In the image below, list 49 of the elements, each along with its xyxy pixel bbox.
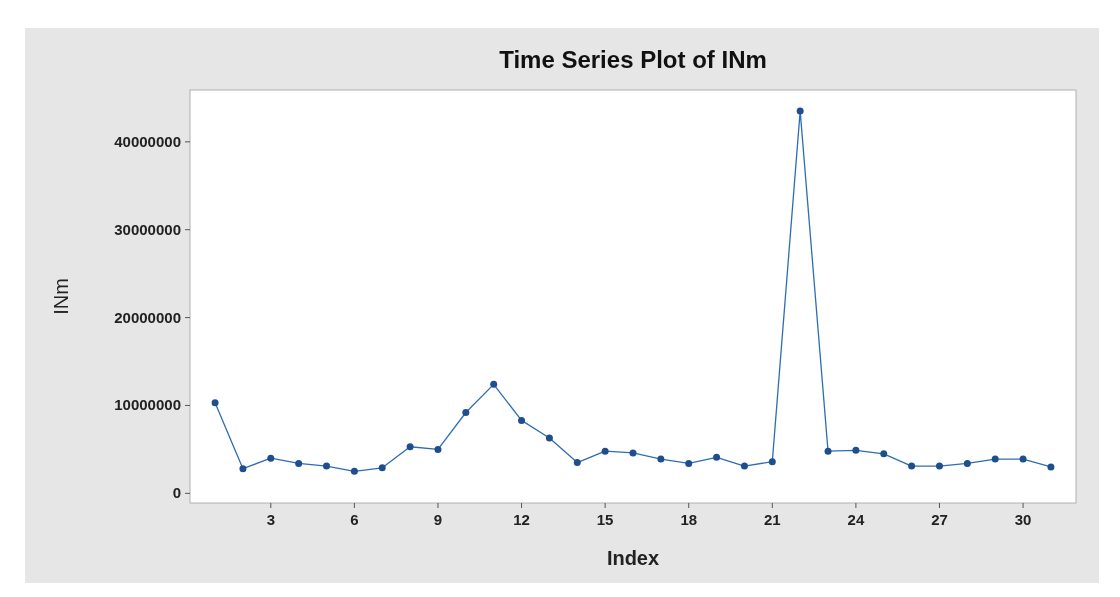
x-tick-label: 12	[513, 511, 530, 528]
chart-title: Time Series Plot of INm	[499, 46, 767, 73]
point	[935, 462, 943, 470]
point	[490, 380, 498, 388]
point	[908, 462, 916, 470]
point	[824, 447, 832, 455]
point	[1019, 455, 1027, 463]
point	[406, 443, 414, 451]
x-tick-label: 30	[1014, 511, 1032, 528]
point	[963, 459, 971, 467]
point	[991, 455, 999, 463]
point	[350, 467, 358, 475]
point	[295, 459, 303, 467]
point	[880, 450, 888, 458]
y-tick-label: 40000000	[114, 132, 181, 150]
y-tick-label: 20000000	[114, 308, 181, 326]
point	[1047, 463, 1055, 471]
x-tick-label: 18	[680, 511, 698, 528]
x-axis-title: Index	[606, 547, 660, 569]
point	[378, 464, 386, 472]
point	[267, 454, 275, 462]
point	[768, 458, 776, 466]
point	[323, 462, 331, 470]
point	[573, 459, 581, 467]
point	[713, 453, 721, 461]
x-tick-label: 6	[350, 511, 359, 528]
y-tick-label: 0	[172, 484, 181, 502]
point	[434, 445, 442, 453]
point	[601, 447, 609, 455]
point	[629, 449, 637, 457]
x-tick-label: 3	[266, 511, 275, 528]
y-tick-label: 10000000	[114, 396, 181, 414]
x-tick-label: 21	[763, 511, 781, 528]
y-axis-title: INm	[50, 278, 72, 315]
point	[796, 107, 804, 115]
point	[545, 434, 553, 442]
point	[462, 408, 470, 416]
y-tick-label: 30000000	[114, 220, 181, 238]
point	[685, 459, 693, 467]
point	[852, 446, 860, 454]
point	[518, 416, 526, 424]
x-tick-label: 24	[847, 511, 865, 528]
point	[657, 455, 665, 463]
x-tick-label: 15	[596, 511, 614, 528]
point	[211, 399, 219, 407]
x-tick-label: 9	[433, 511, 443, 528]
point	[740, 462, 748, 470]
point	[239, 465, 247, 473]
x-tick-label: 27	[931, 511, 948, 528]
